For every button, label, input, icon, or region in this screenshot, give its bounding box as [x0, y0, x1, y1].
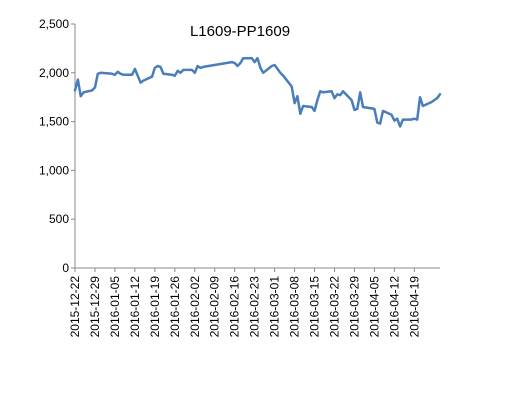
y-tick-label: 2,500	[39, 17, 69, 31]
series-line	[73, 56, 442, 128]
x-tick-label: 2016-01-12	[128, 276, 142, 338]
x-tick-label: 2016-03-01	[268, 276, 282, 338]
y-tick-label: 500	[49, 212, 69, 226]
x-tick-label: 2016-03-22	[327, 276, 341, 338]
x-tick-label: 2016-04-12	[387, 276, 401, 338]
x-tick-label: 2016-03-15	[308, 276, 322, 338]
y-axis: 0 500 1,000 1,500 2,000 2,500	[39, 17, 76, 275]
y-tick-label: 1,500	[39, 115, 69, 129]
series-layer	[73, 56, 442, 128]
x-tick-label: 2015-12-29	[88, 276, 102, 338]
x-tick-label: 2016-01-05	[108, 276, 122, 338]
y-tick-label: 1,000	[39, 163, 69, 177]
x-tick-label: 2016-04-19	[407, 276, 421, 338]
x-tick-label: 2016-04-05	[367, 276, 381, 338]
x-tick-label: 2016-02-23	[248, 276, 262, 338]
x-tick-label: 2016-03-29	[347, 276, 361, 338]
x-tick-label: 2016-01-26	[168, 276, 182, 338]
x-tick-label: 2016-02-09	[208, 276, 222, 338]
x-tick-label: 2016-03-08	[288, 276, 302, 338]
x-tick-label: 2016-02-02	[188, 276, 202, 338]
chart-title: L1609-PP1609	[190, 23, 290, 40]
x-tick-label: 2016-02-16	[228, 276, 242, 338]
y-tick-label: 0	[62, 261, 69, 275]
x-tick-label: 2016-01-19	[148, 276, 162, 338]
y-tick-label: 2,000	[39, 66, 69, 80]
x-tick-label: 2015-12-22	[68, 276, 82, 338]
x-axis: 2015-12-22 2015-12-29 2016-01-05 2016-01-12…	[68, 267, 440, 338]
